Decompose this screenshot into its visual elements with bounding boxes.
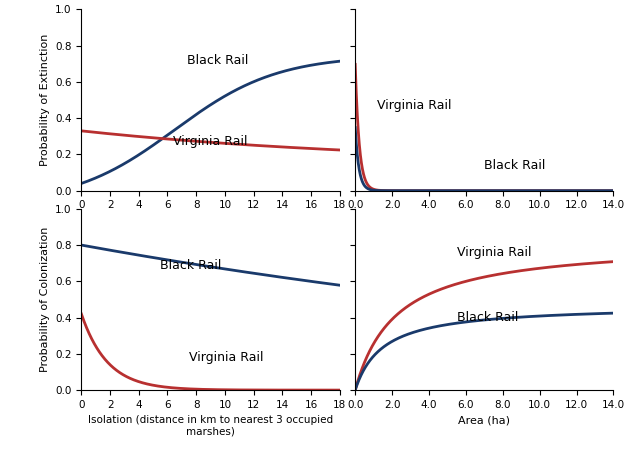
Text: Black Rail: Black Rail xyxy=(187,54,249,67)
Text: Black Rail: Black Rail xyxy=(160,258,222,272)
Text: Black Rail: Black Rail xyxy=(485,159,546,172)
X-axis label: Area (ha): Area (ha) xyxy=(458,415,510,425)
Y-axis label: Probability of Extinction: Probability of Extinction xyxy=(39,34,49,166)
Text: Virginia Rail: Virginia Rail xyxy=(456,246,531,259)
Text: Virginia Rail: Virginia Rail xyxy=(173,135,248,149)
Text: Virginia Rail: Virginia Rail xyxy=(377,99,452,112)
Y-axis label: Probability of Colonization: Probability of Colonization xyxy=(39,227,49,372)
Text: Black Rail: Black Rail xyxy=(456,311,518,324)
Text: Virginia Rail: Virginia Rail xyxy=(189,351,264,364)
X-axis label: Isolation (distance in km to nearest 3 occupied
marshes): Isolation (distance in km to nearest 3 o… xyxy=(88,415,333,437)
